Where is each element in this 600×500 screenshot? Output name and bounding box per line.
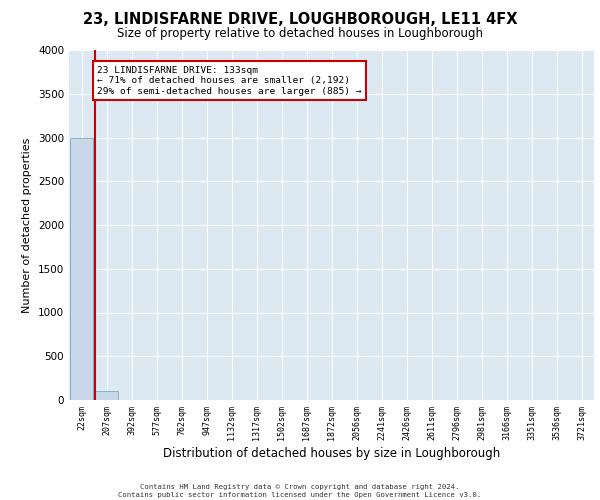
Bar bbox=[70, 138, 93, 400]
Bar bbox=[95, 391, 118, 400]
Text: 23, LINDISFARNE DRIVE, LOUGHBOROUGH, LE11 4FX: 23, LINDISFARNE DRIVE, LOUGHBOROUGH, LE1… bbox=[83, 12, 517, 28]
Text: 23 LINDISFARNE DRIVE: 133sqm
← 71% of detached houses are smaller (2,192)
29% of: 23 LINDISFARNE DRIVE: 133sqm ← 71% of de… bbox=[97, 66, 362, 96]
Y-axis label: Number of detached properties: Number of detached properties bbox=[22, 138, 32, 312]
X-axis label: Distribution of detached houses by size in Loughborough: Distribution of detached houses by size … bbox=[163, 447, 500, 460]
Text: Contains HM Land Registry data © Crown copyright and database right 2024.
Contai: Contains HM Land Registry data © Crown c… bbox=[118, 484, 482, 498]
Text: Size of property relative to detached houses in Loughborough: Size of property relative to detached ho… bbox=[117, 28, 483, 40]
